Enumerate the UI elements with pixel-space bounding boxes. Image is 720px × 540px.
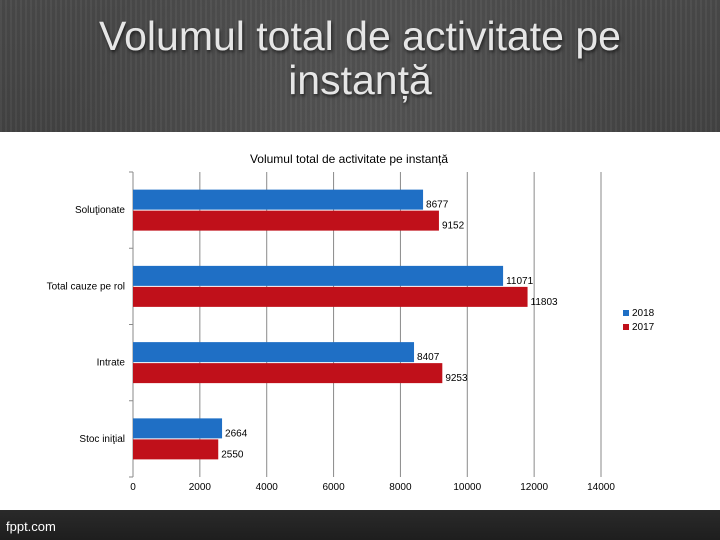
x-tick-label: 10000	[453, 482, 481, 493]
bar-2018	[133, 189, 424, 210]
category-label: Total cauze pe rol	[47, 281, 125, 292]
bar-2017	[133, 286, 528, 307]
x-tick-label: 12000	[520, 482, 548, 493]
footer-strip	[0, 510, 720, 540]
bar-2017	[133, 210, 439, 231]
data-label: 8407	[417, 352, 440, 363]
category-label: Intrate	[97, 358, 126, 369]
bar-2017	[133, 363, 443, 384]
bar-chart: Volumul total de activitate pe instanță 0…	[47, 152, 655, 493]
bar-2018	[133, 418, 223, 439]
data-label: 9152	[442, 221, 465, 232]
bar-2017	[133, 439, 219, 460]
legend-label: 2018	[632, 308, 655, 319]
x-tick-label: 2000	[189, 482, 212, 493]
x-tick-label: 14000	[587, 482, 615, 493]
legend-swatch	[623, 324, 629, 330]
x-tick-label: 6000	[322, 482, 345, 493]
data-label: 2664	[225, 428, 248, 439]
legend-label: 2017	[632, 322, 655, 333]
chart-title: Volumul total de activitate pe instanță	[250, 152, 448, 166]
slide-title: Volumul total de activitate pe instanță	[99, 13, 621, 103]
data-label: 8677	[426, 200, 449, 211]
data-label: 11803	[531, 297, 559, 308]
fppt-logo: fppt.com	[6, 519, 56, 534]
legend-swatch	[623, 310, 629, 316]
chart-panel: Volumul total de activitate pe instanță 0…	[0, 132, 720, 510]
x-tick-label: 8000	[389, 482, 412, 493]
data-label: 9253	[445, 373, 468, 384]
x-tick-label: 0	[130, 482, 136, 493]
data-label: 2550	[221, 449, 244, 460]
category-label: Soluţionate	[75, 205, 125, 216]
x-tick-label: 4000	[256, 482, 279, 493]
bar-2018	[133, 342, 415, 363]
category-label: Stoc iniţial	[79, 434, 125, 445]
data-label: 11071	[506, 276, 534, 287]
bar-2018	[133, 265, 504, 286]
